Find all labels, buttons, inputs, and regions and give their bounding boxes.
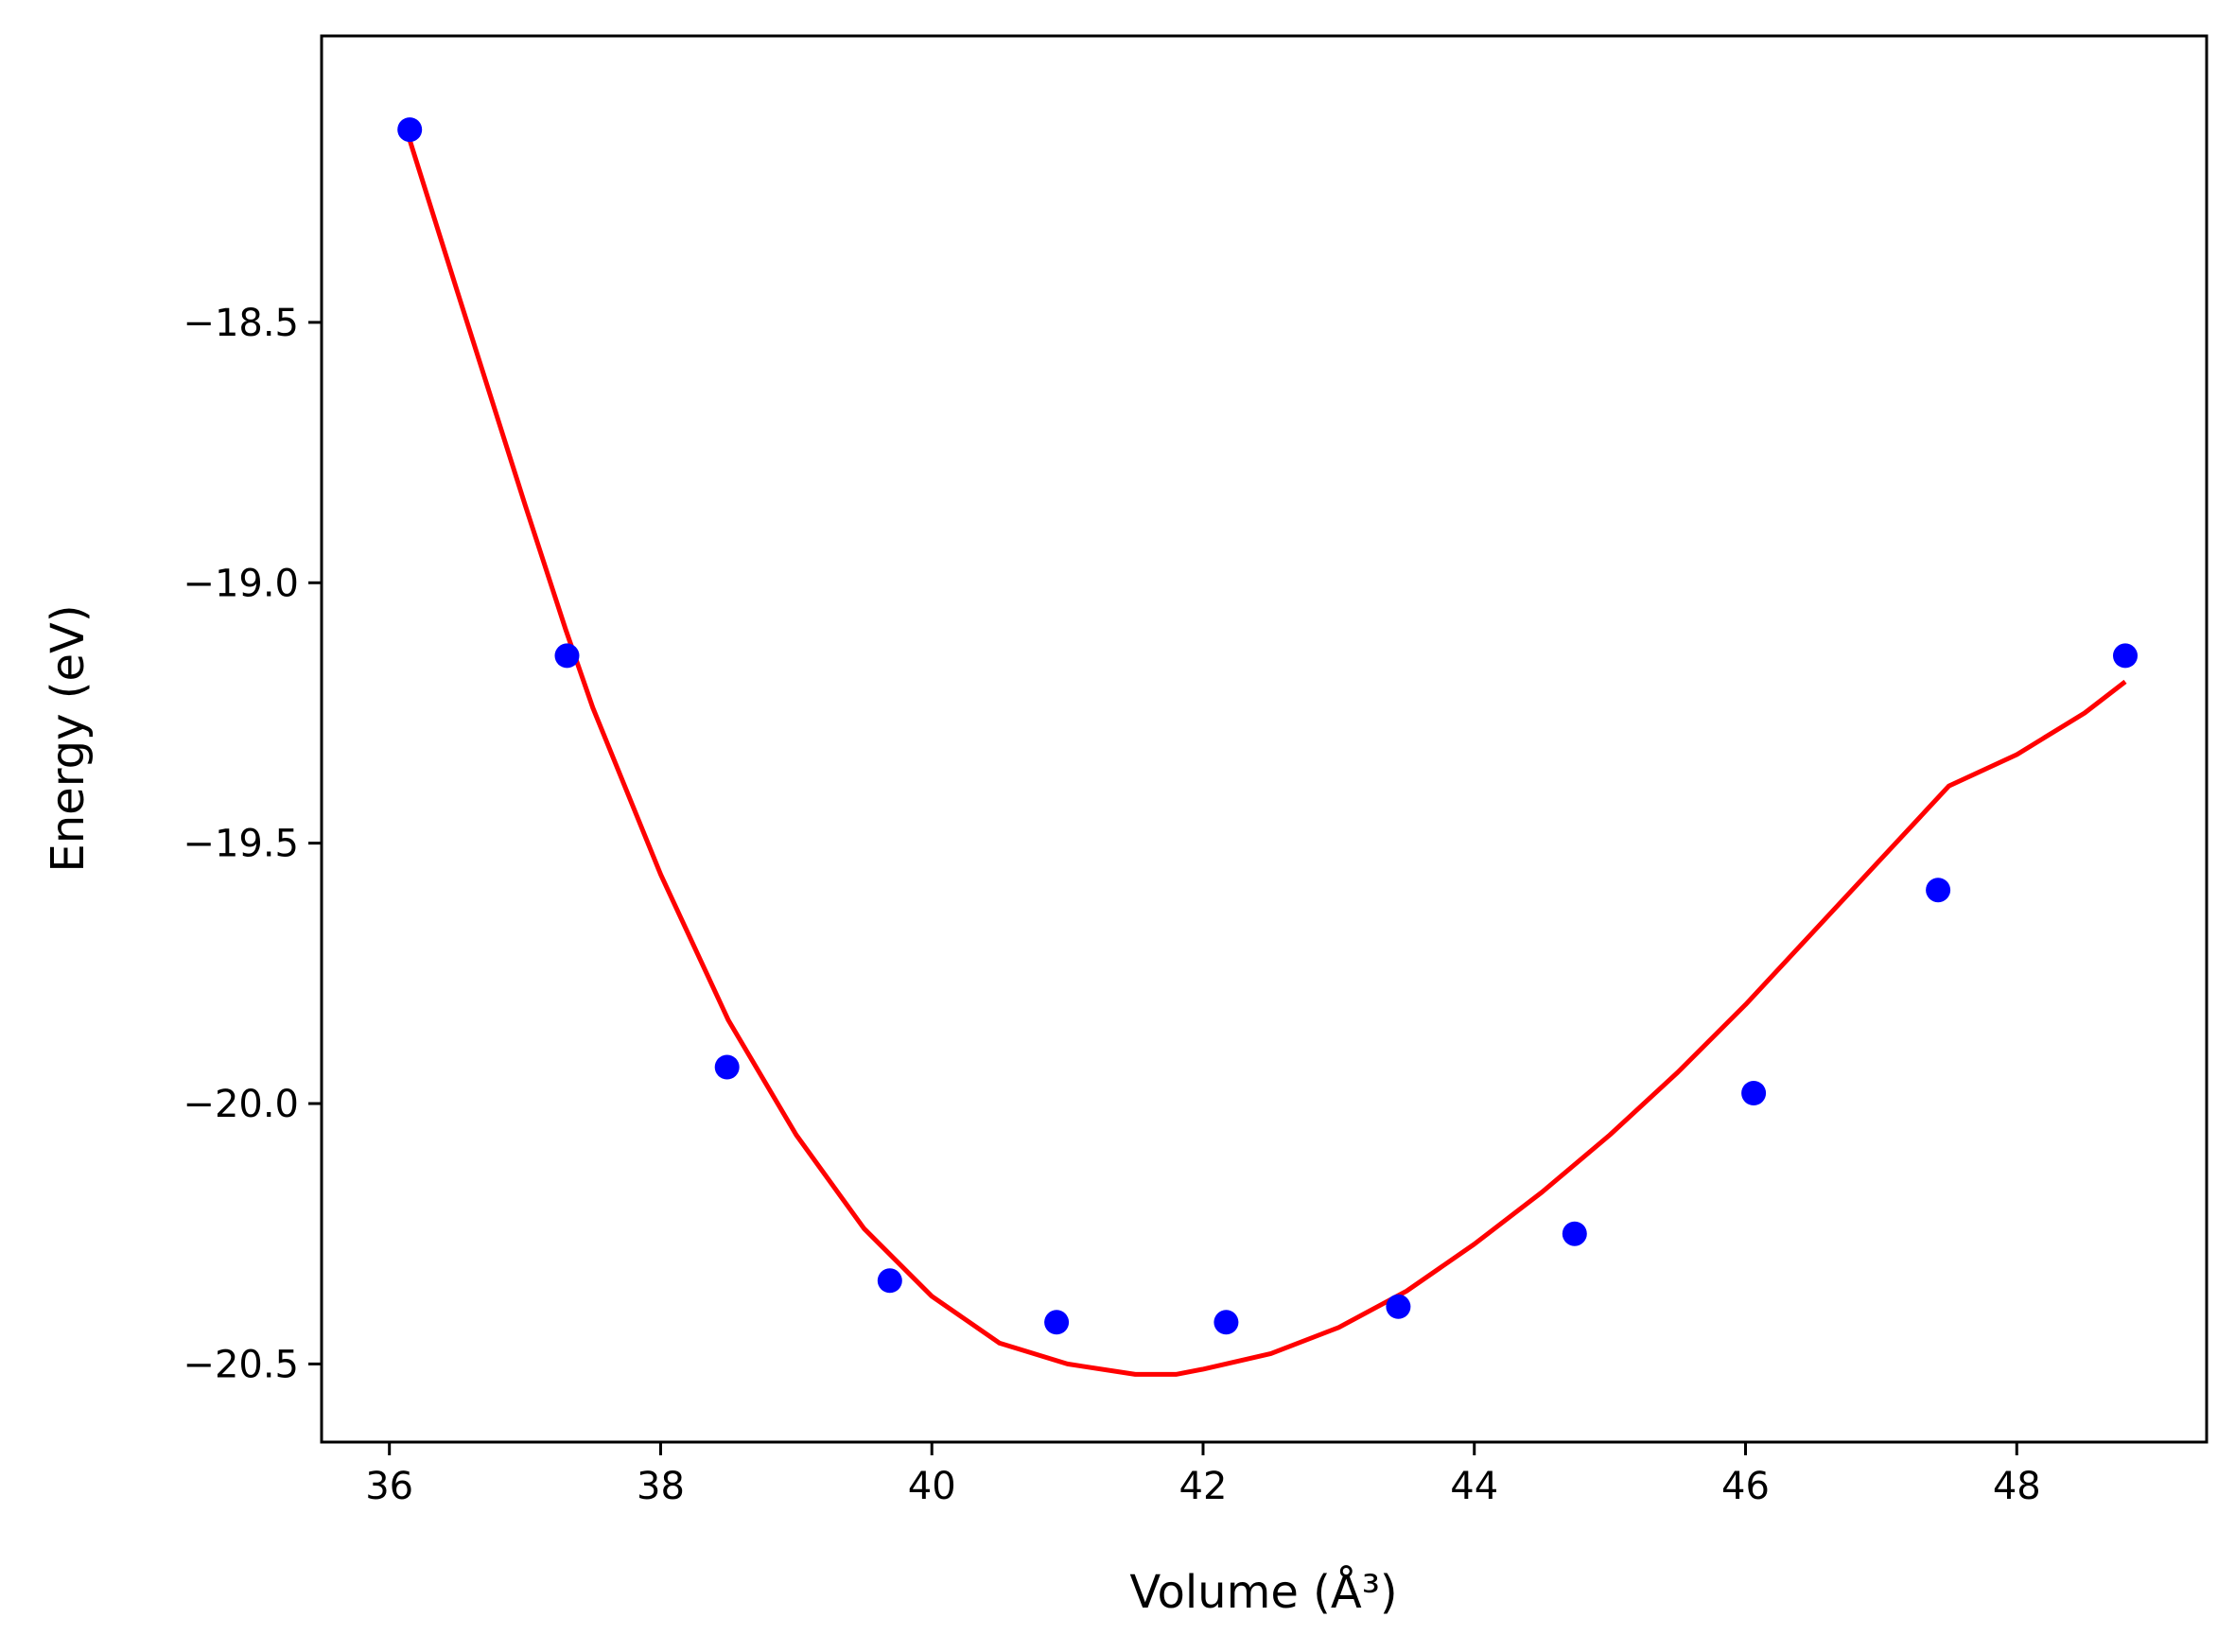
- x-tick-label: 44: [1450, 1465, 1498, 1508]
- data-point: [877, 1268, 902, 1294]
- data-point: [714, 1054, 740, 1080]
- x-tick-label: 36: [365, 1465, 413, 1508]
- x-tick-label: 42: [1179, 1465, 1228, 1508]
- y-tick-label: −20.5: [183, 1343, 299, 1386]
- plot-area: [397, 117, 2138, 1377]
- fit-curve-line: [407, 139, 2127, 1377]
- y-tick-label: −20.0: [183, 1083, 299, 1126]
- x-tick-label: 38: [637, 1465, 685, 1508]
- data-point: [554, 643, 580, 669]
- x-tick-label: 40: [908, 1465, 956, 1508]
- x-tick-label: 48: [1993, 1465, 2041, 1508]
- y-tick-label: −19.5: [183, 823, 299, 866]
- data-point: [397, 117, 423, 143]
- y-tick-label: −19.0: [183, 562, 299, 605]
- data-point: [1562, 1221, 1587, 1246]
- y-tick-label: −18.5: [183, 302, 299, 345]
- data-point: [2113, 643, 2138, 669]
- x-axis-label: Volume (Å³): [1129, 1565, 1397, 1619]
- data-point: [1214, 1310, 1239, 1335]
- data-point: [1926, 878, 1951, 903]
- y-axis-label: Energy (eV): [42, 604, 95, 872]
- axes-frame: [320, 34, 2209, 1444]
- data-point: [1044, 1310, 1070, 1335]
- x-tick-label: 46: [1721, 1465, 1770, 1508]
- y-axis-ticks: −18.5 −19.0 −19.5 −20.0 −20.5: [183, 302, 322, 1386]
- data-point: [1386, 1294, 1411, 1319]
- x-axis-ticks: 36 38 40 42 44 46 48: [365, 1442, 2041, 1508]
- data-point: [1741, 1081, 1767, 1105]
